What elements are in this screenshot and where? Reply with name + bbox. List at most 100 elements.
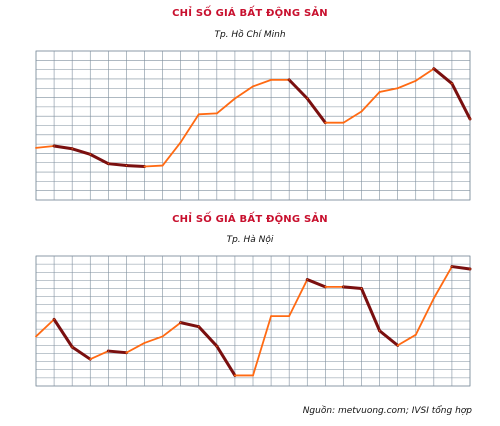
data-point: [252, 374, 254, 377]
series-segment: [106, 162, 128, 168]
data-point: [415, 334, 417, 336]
series-segment: [450, 82, 472, 121]
data-point: [288, 79, 290, 81]
data-point: [125, 352, 128, 354]
series-segment: [35, 145, 55, 149]
series-segment: [414, 297, 435, 336]
series-segment: [161, 321, 182, 338]
data-point: [35, 335, 37, 338]
chart-2-title: CHỈ SỐ GIÁ BẤT ĐỘNG SẢN: [172, 214, 328, 225]
data-point: [306, 278, 308, 281]
data-point: [234, 374, 236, 377]
chart-1-title: CHỈ SỐ GIÁ BẤT ĐỘNG SẢN: [172, 8, 328, 19]
data-point: [270, 315, 272, 317]
data-point: [234, 97, 236, 100]
data-point: [342, 122, 345, 124]
series-segment: [215, 97, 236, 115]
data-point: [89, 358, 91, 360]
series-segment: [179, 321, 201, 329]
series-segment: [234, 85, 254, 100]
chart-2-subtitle: Tp. Hà Nội: [226, 235, 274, 245]
data-point: [469, 268, 471, 270]
chart-1-svg: [35, 50, 472, 201]
data-point: [216, 112, 218, 114]
data-point: [71, 346, 73, 348]
data-point: [107, 350, 109, 352]
series-segment: [414, 67, 435, 82]
data-point: [288, 315, 290, 317]
data-point: [125, 164, 128, 167]
series-segment: [396, 333, 417, 347]
series-segment: [288, 278, 309, 318]
source-note: Nguồn: metvuong.com; IVSI tổng hợp: [302, 406, 472, 416]
series-segment: [52, 144, 74, 151]
series-segment: [197, 325, 219, 348]
series-segment: [161, 141, 182, 167]
series-segment: [396, 79, 417, 90]
series-segment: [305, 278, 327, 289]
series-segment: [197, 112, 218, 116]
series-segment: [124, 164, 146, 168]
series-segment: [35, 318, 55, 338]
chart-1: [0, 44, 500, 214]
data-point: [216, 345, 218, 347]
data-point: [397, 344, 399, 346]
data-point: [433, 68, 435, 70]
data-point: [397, 87, 399, 89]
series-segment: [70, 345, 92, 361]
data-point: [198, 326, 200, 328]
data-point: [360, 287, 363, 290]
data-point: [180, 141, 182, 143]
series-segment: [106, 349, 128, 355]
series-segment: [305, 96, 327, 125]
series-segment: [52, 317, 74, 349]
series-segment: [341, 285, 363, 290]
series-segment: [70, 147, 92, 156]
series-segment: [252, 78, 272, 88]
data-point: [270, 79, 272, 81]
data-point: [360, 110, 363, 113]
data-point: [433, 297, 435, 299]
data-point: [35, 147, 37, 149]
data-point: [378, 330, 381, 332]
series-segment: [215, 344, 237, 377]
data-point: [180, 322, 182, 324]
data-point: [342, 286, 345, 288]
data-point: [107, 163, 109, 165]
data-point: [198, 113, 200, 115]
data-point: [252, 85, 254, 87]
chart-2-svg: [35, 255, 472, 387]
series-segment: [287, 78, 309, 100]
series-segment: [378, 329, 400, 347]
series-segment: [342, 110, 363, 124]
series-segment: [179, 113, 200, 144]
data-point: [469, 118, 471, 120]
data-point: [161, 335, 164, 338]
series-segment: [252, 315, 272, 377]
data-point: [71, 148, 73, 150]
data-point: [378, 91, 381, 93]
data-point: [451, 82, 453, 85]
series-segment: [125, 342, 146, 354]
chart-1-subtitle: Tp. Hồ Chí Minh: [214, 30, 286, 40]
series-segment: [360, 91, 381, 113]
series-segment: [88, 152, 110, 166]
data-point: [143, 165, 146, 168]
series-segment: [360, 287, 382, 333]
series-segment: [89, 350, 110, 361]
data-point: [161, 164, 164, 167]
series-segment: [432, 67, 454, 86]
series-segment: [432, 265, 453, 300]
data-point: [324, 286, 326, 288]
data-point: [415, 80, 417, 82]
chart-2: [0, 250, 500, 400]
series-segment: [378, 87, 399, 93]
data-point: [89, 153, 91, 155]
data-point: [53, 145, 55, 147]
series-segment: [143, 164, 164, 168]
data-point: [53, 318, 55, 320]
data-point: [324, 122, 326, 124]
data-point: [143, 342, 146, 344]
data-point: [306, 97, 308, 100]
data-point: [451, 265, 453, 268]
